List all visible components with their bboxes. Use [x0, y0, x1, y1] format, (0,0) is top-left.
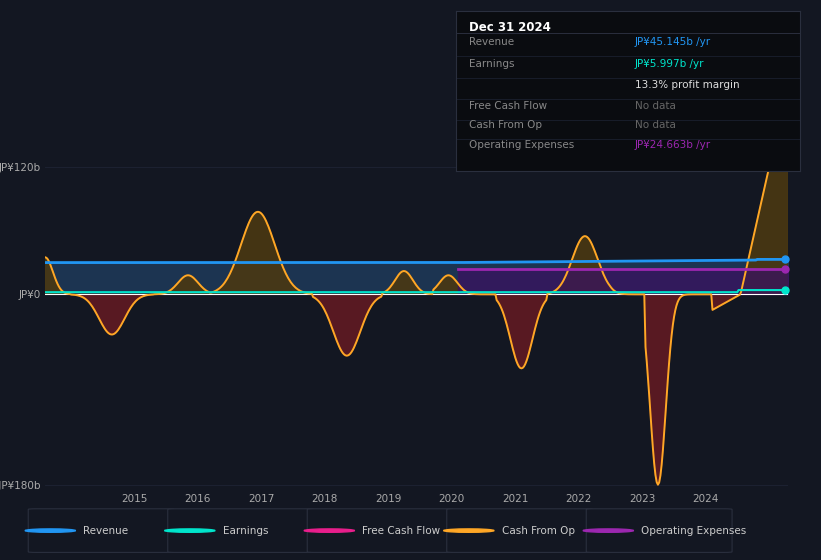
Text: Cash From Op: Cash From Op: [470, 120, 543, 130]
Text: Free Cash Flow: Free Cash Flow: [362, 526, 441, 535]
Text: Revenue: Revenue: [470, 37, 515, 46]
Text: JP¥24.663b /yr: JP¥24.663b /yr: [635, 141, 711, 151]
Text: No data: No data: [635, 120, 676, 130]
Circle shape: [164, 529, 215, 533]
Text: No data: No data: [635, 101, 676, 110]
Text: Free Cash Flow: Free Cash Flow: [470, 101, 548, 110]
Text: Earnings: Earnings: [470, 59, 515, 69]
Text: Operating Expenses: Operating Expenses: [470, 141, 575, 151]
Text: Revenue: Revenue: [84, 526, 129, 535]
Text: Cash From Op: Cash From Op: [502, 526, 575, 535]
Circle shape: [304, 529, 355, 533]
Text: 13.3% profit margin: 13.3% profit margin: [635, 80, 740, 90]
Circle shape: [25, 529, 76, 533]
FancyBboxPatch shape: [307, 509, 453, 552]
Circle shape: [443, 529, 494, 533]
FancyBboxPatch shape: [167, 509, 314, 552]
FancyBboxPatch shape: [28, 509, 174, 552]
Text: JP¥45.145b /yr: JP¥45.145b /yr: [635, 37, 711, 46]
Text: Earnings: Earnings: [223, 526, 268, 535]
Circle shape: [583, 529, 634, 533]
Text: Dec 31 2024: Dec 31 2024: [470, 21, 552, 34]
FancyBboxPatch shape: [586, 509, 732, 552]
Text: Operating Expenses: Operating Expenses: [641, 526, 746, 535]
Text: JP¥5.997b /yr: JP¥5.997b /yr: [635, 59, 704, 69]
FancyBboxPatch shape: [447, 509, 593, 552]
